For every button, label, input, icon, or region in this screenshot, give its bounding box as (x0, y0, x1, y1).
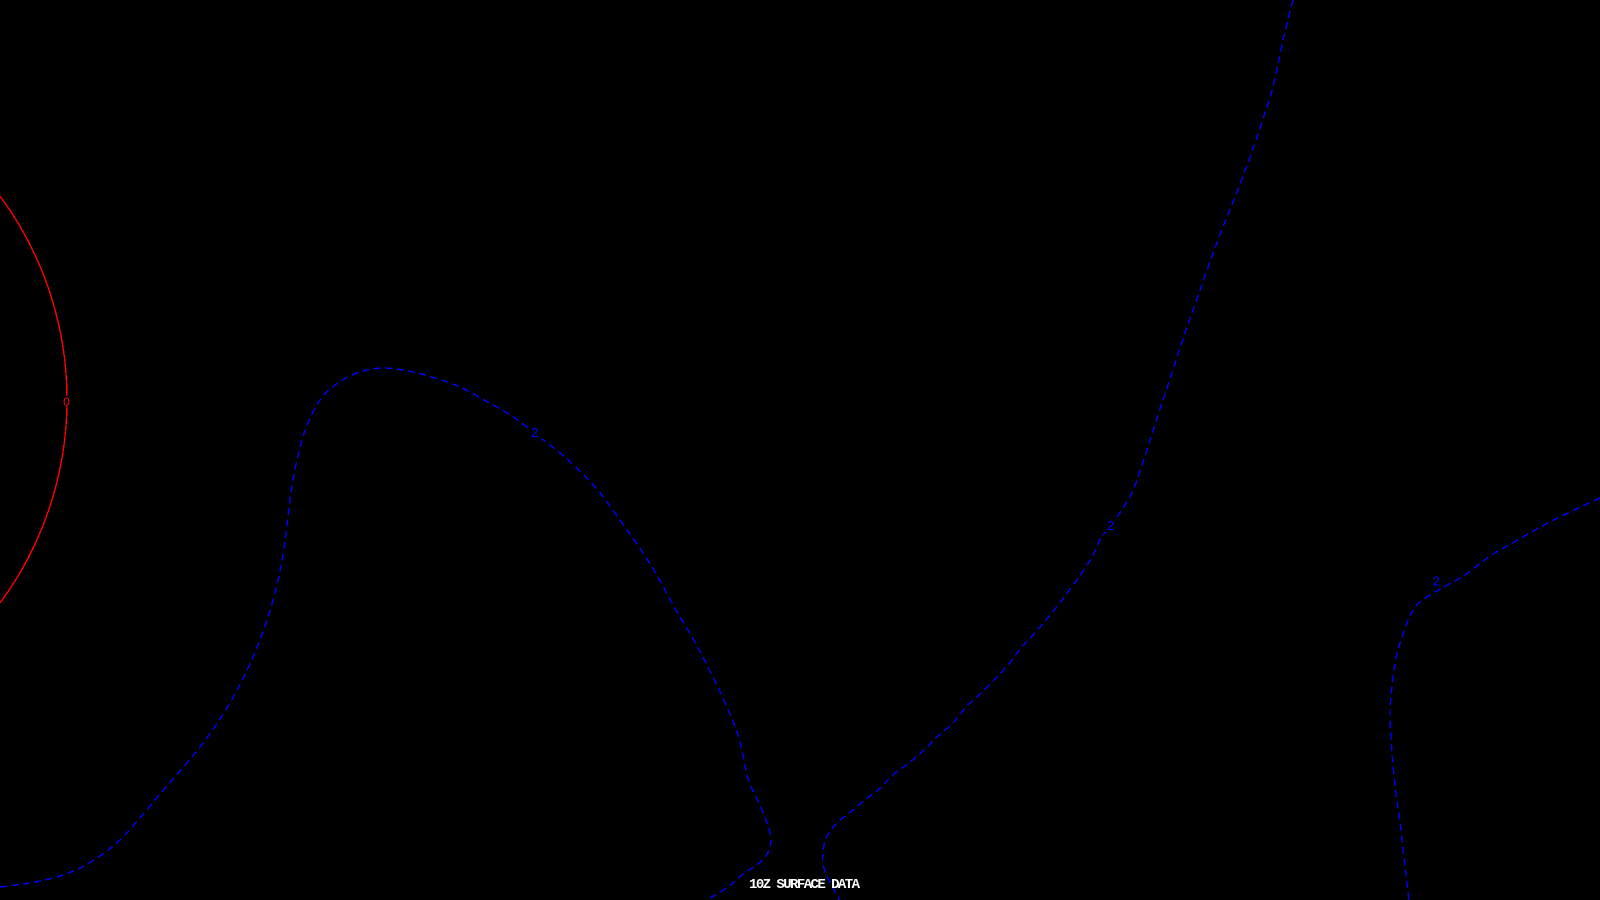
svg-text:2: 2 (531, 425, 538, 440)
svg-text:0: 0 (63, 395, 70, 409)
svg-text:2: 2 (1107, 518, 1114, 533)
svg-text:2: 2 (1433, 574, 1440, 589)
svg-text:10Z SURFACE DATA: 10Z SURFACE DATA (749, 877, 861, 893)
